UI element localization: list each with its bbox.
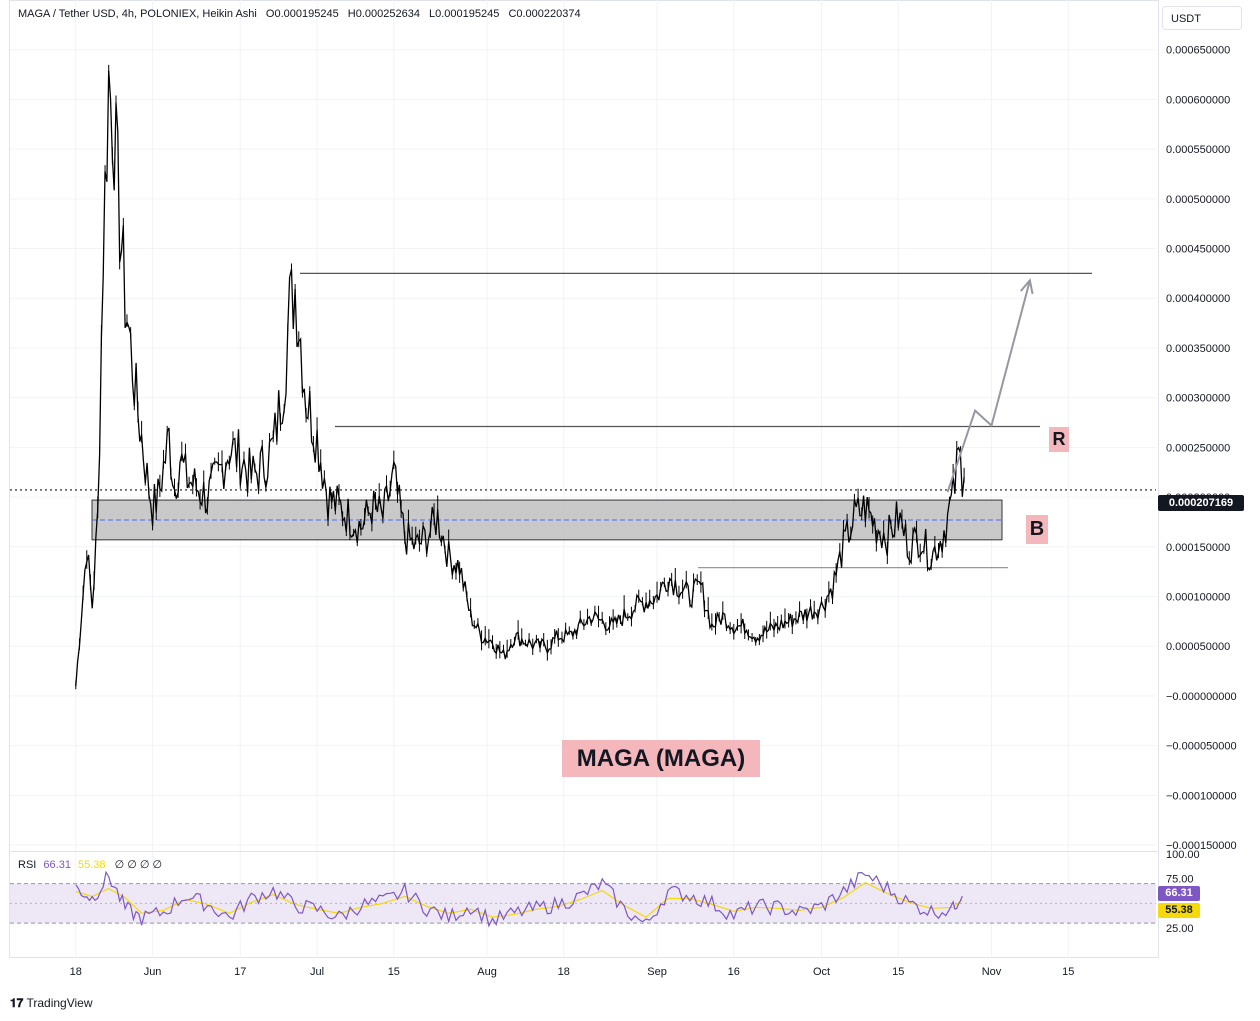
- x-tick-label: 16: [728, 966, 740, 978]
- rsi-tick-label: 25.00: [1166, 923, 1194, 935]
- last-price-label: 0.000207169: [1158, 495, 1244, 511]
- rsi-extra: ∅ ∅ ∅ ∅: [114, 859, 163, 871]
- y-tick-label: −0.000100000: [1166, 790, 1237, 802]
- ohlc-high: H0.000252634: [347, 8, 420, 20]
- x-tick-label: 15: [892, 966, 904, 978]
- rsi-ma-line: [75, 882, 963, 918]
- pair-title: MAGA / Tether USD, 4h, POLONIEX, Heikin …: [18, 8, 257, 20]
- y-tick-label: 0.000300000: [1166, 393, 1230, 405]
- y-tick-label: 0.000150000: [1166, 542, 1230, 554]
- tradingview-logo: 𝟏𝟕 TradingView: [10, 996, 93, 1011]
- y-axis-labels: 0.000650000 0.000600000 0.000550000 0.00050…: [1166, 45, 1237, 852]
- y-tick-label: 0.000400000: [1166, 293, 1230, 305]
- y-tick-label: 0.000350000: [1166, 343, 1230, 355]
- breakout-label: B: [1026, 515, 1048, 544]
- horizontal-levels: [10, 272, 1156, 569]
- x-tick-label: Jun: [144, 966, 162, 978]
- rsi-value: 66.31: [43, 859, 71, 871]
- x-tick-label: 15: [1062, 966, 1074, 978]
- y-tick-label: 0.000500000: [1166, 194, 1230, 206]
- ohlc-open: O0.000195245: [265, 8, 339, 20]
- rsi-ma-tag: 55.38: [1158, 903, 1200, 918]
- rsi-pane: 100.00 75.00 25.00: [10, 849, 1200, 935]
- price-series: [75, 64, 965, 690]
- currency-selector[interactable]: USDT: [1162, 6, 1242, 30]
- y-tick-label: −0.000000000: [1166, 691, 1237, 703]
- y-tick-label: 0.000050000: [1166, 641, 1230, 653]
- x-tick-label: Aug: [477, 966, 497, 978]
- brand-name: TradingView: [26, 996, 93, 1010]
- y-tick-label: 0.000100000: [1166, 591, 1230, 603]
- rsi-tick-label: 75.00: [1166, 874, 1194, 886]
- x-tick-label: 18: [70, 966, 82, 978]
- grid-lines: [10, 0, 1156, 956]
- y-tick-label: 0.000600000: [1166, 94, 1230, 106]
- y-tick-label: −0.000150000: [1166, 840, 1237, 852]
- projection-path: [946, 280, 1031, 493]
- y-tick-label: 0.000250000: [1166, 442, 1230, 454]
- rsi-ma-value: 55.38: [78, 859, 106, 871]
- x-tick-label: 17: [234, 966, 246, 978]
- y-tick-label: 0.000450000: [1166, 244, 1230, 256]
- rsi-line: [75, 870, 963, 928]
- price-line: [75, 70, 965, 687]
- rsi-value-tag: 66.31: [1158, 886, 1200, 901]
- x-tick-label: Sep: [647, 966, 667, 978]
- x-tick-label: 18: [558, 966, 570, 978]
- resistance-label: R: [1049, 427, 1069, 452]
- x-tick-label: 15: [388, 966, 400, 978]
- x-axis-labels: 18 Jun 17 Jul 15 Aug 18 Sep 16 Oct 15 Nov 15: [70, 966, 1075, 978]
- rsi-label: RSI: [18, 859, 37, 871]
- ohlc-low: L0.000195245: [429, 8, 500, 20]
- chart-title-banner: MAGA (MAGA): [562, 740, 760, 777]
- ohlc-close: C0.000220374: [508, 8, 581, 20]
- tv-logo-icon: 𝟏𝟕: [10, 996, 24, 1010]
- projection-arrow: [946, 278, 1034, 493]
- projection-arrowhead: [1020, 278, 1034, 295]
- x-tick-label: Jul: [310, 966, 324, 978]
- y-tick-label: 0.000650000: [1166, 45, 1230, 57]
- x-tick-label: Nov: [982, 966, 1002, 978]
- y-tick-label: −0.000050000: [1166, 741, 1237, 753]
- x-tick-label: Oct: [813, 966, 830, 978]
- rsi-legend: RSI 66.31 55.38 ∅ ∅ ∅ ∅: [18, 858, 162, 871]
- rsi-tick-label: 100.00: [1166, 849, 1200, 861]
- chart-header: MAGA / Tether USD, 4h, POLONIEX, Heikin …: [18, 8, 587, 20]
- y-tick-label: 0.000550000: [1166, 144, 1230, 156]
